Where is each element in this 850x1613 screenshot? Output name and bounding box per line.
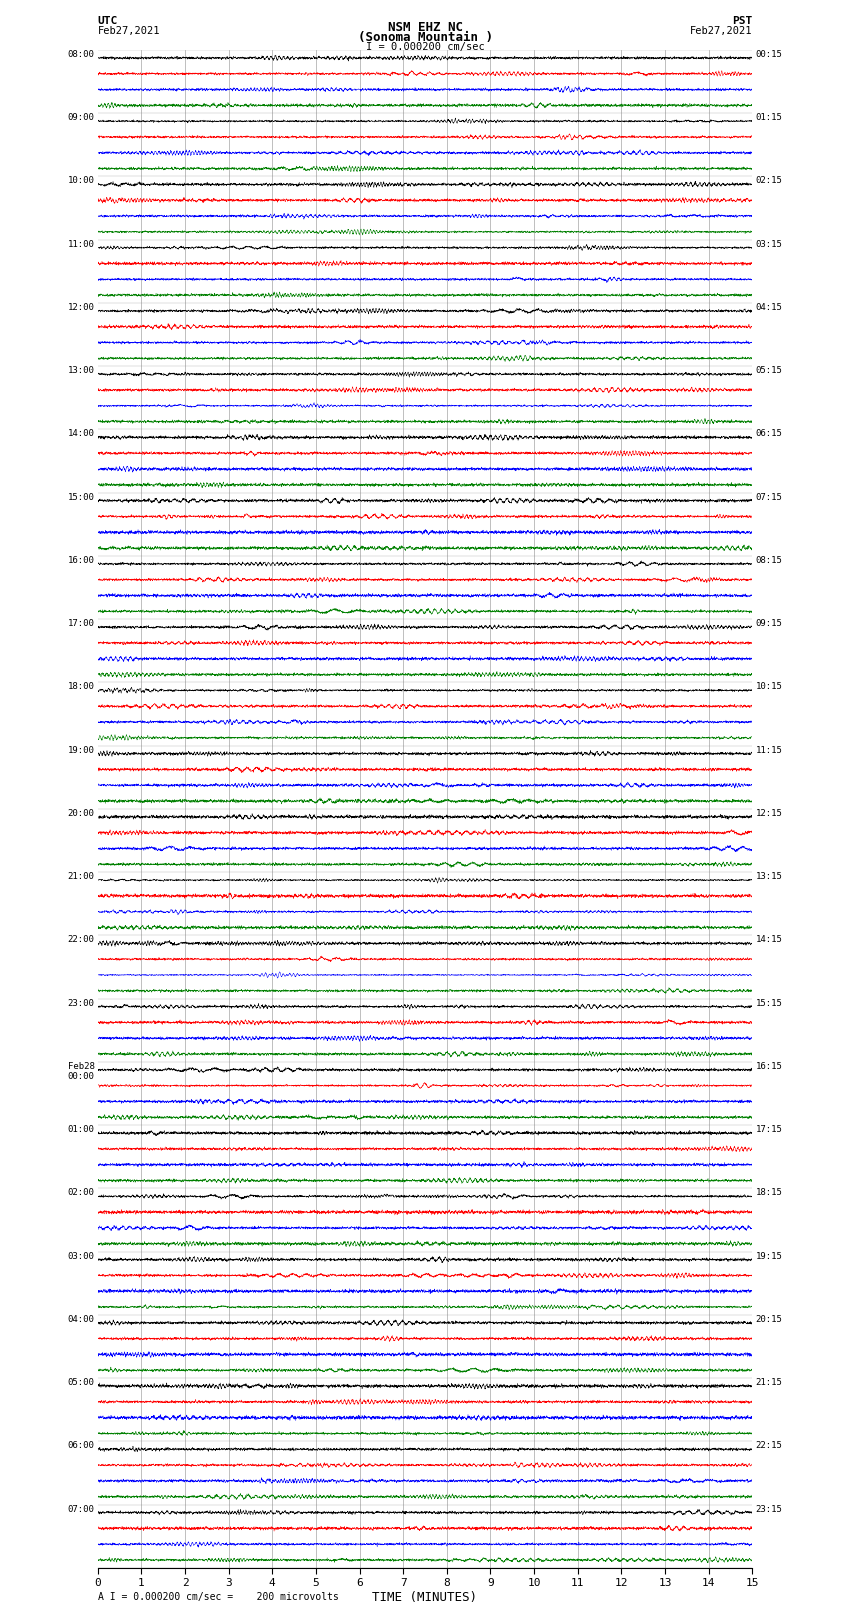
- Text: 08:15: 08:15: [756, 556, 782, 565]
- Text: 15:00: 15:00: [68, 492, 94, 502]
- Text: UTC: UTC: [98, 16, 118, 26]
- Text: 16:00: 16:00: [68, 556, 94, 565]
- Text: 14:15: 14:15: [756, 936, 782, 944]
- X-axis label: TIME (MINUTES): TIME (MINUTES): [372, 1590, 478, 1603]
- Text: 21:00: 21:00: [68, 873, 94, 881]
- Text: 09:15: 09:15: [756, 619, 782, 627]
- Text: 05:15: 05:15: [756, 366, 782, 376]
- Text: 07:15: 07:15: [756, 492, 782, 502]
- Text: 03:00: 03:00: [68, 1252, 94, 1261]
- Text: 02:00: 02:00: [68, 1189, 94, 1197]
- Text: 19:15: 19:15: [756, 1252, 782, 1261]
- Text: 22:00: 22:00: [68, 936, 94, 944]
- Text: 12:15: 12:15: [756, 810, 782, 818]
- Text: 11:15: 11:15: [756, 745, 782, 755]
- Text: 07:00: 07:00: [68, 1505, 94, 1513]
- Text: 06:00: 06:00: [68, 1442, 94, 1450]
- Text: A I = 0.000200 cm/sec =    200 microvolts: A I = 0.000200 cm/sec = 200 microvolts: [98, 1592, 338, 1602]
- Text: 13:00: 13:00: [68, 366, 94, 376]
- Text: 04:15: 04:15: [756, 303, 782, 311]
- Text: 17:15: 17:15: [756, 1126, 782, 1134]
- Text: 12:00: 12:00: [68, 303, 94, 311]
- Text: 04:00: 04:00: [68, 1315, 94, 1324]
- Text: 08:00: 08:00: [68, 50, 94, 60]
- Text: 20:00: 20:00: [68, 810, 94, 818]
- Text: 18:00: 18:00: [68, 682, 94, 692]
- Text: PST: PST: [732, 16, 752, 26]
- Text: 11:00: 11:00: [68, 240, 94, 248]
- Text: (Sonoma Mountain ): (Sonoma Mountain ): [358, 31, 492, 44]
- Text: 14:00: 14:00: [68, 429, 94, 439]
- Text: 13:15: 13:15: [756, 873, 782, 881]
- Text: 23:00: 23:00: [68, 998, 94, 1008]
- Text: 01:15: 01:15: [756, 113, 782, 123]
- Text: I = 0.000200 cm/sec: I = 0.000200 cm/sec: [366, 42, 484, 52]
- Text: 19:00: 19:00: [68, 745, 94, 755]
- Text: 18:15: 18:15: [756, 1189, 782, 1197]
- Text: Feb27,2021: Feb27,2021: [689, 26, 752, 35]
- Text: 10:15: 10:15: [756, 682, 782, 692]
- Text: Feb27,2021: Feb27,2021: [98, 26, 161, 35]
- Text: 15:15: 15:15: [756, 998, 782, 1008]
- Text: 17:00: 17:00: [68, 619, 94, 627]
- Text: 16:15: 16:15: [756, 1061, 782, 1071]
- Text: 05:00: 05:00: [68, 1378, 94, 1387]
- Text: 09:00: 09:00: [68, 113, 94, 123]
- Text: Feb28
00:00: Feb28 00:00: [68, 1061, 94, 1081]
- Text: 00:15: 00:15: [756, 50, 782, 60]
- Text: 02:15: 02:15: [756, 176, 782, 185]
- Text: 22:15: 22:15: [756, 1442, 782, 1450]
- Text: 01:00: 01:00: [68, 1126, 94, 1134]
- Text: 06:15: 06:15: [756, 429, 782, 439]
- Text: 23:15: 23:15: [756, 1505, 782, 1513]
- Text: 21:15: 21:15: [756, 1378, 782, 1387]
- Text: NSM EHZ NC: NSM EHZ NC: [388, 21, 462, 34]
- Text: 03:15: 03:15: [756, 240, 782, 248]
- Text: 20:15: 20:15: [756, 1315, 782, 1324]
- Text: 10:00: 10:00: [68, 176, 94, 185]
